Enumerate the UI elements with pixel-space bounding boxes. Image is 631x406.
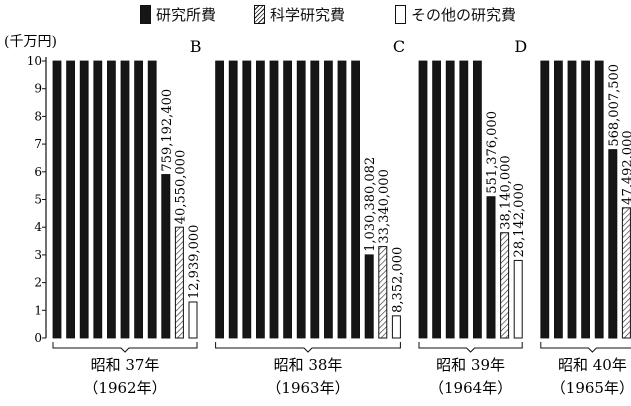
group-brace (52, 342, 198, 353)
legend-label-other: その他の研究費 (411, 6, 517, 24)
group-label-era: 昭和 38年 (274, 356, 343, 374)
data-label: 33,340,000 (377, 169, 392, 243)
bar-full (215, 60, 225, 339)
data-label: 12,939,000 (187, 225, 202, 299)
legend-label-institute: 研究所費 (156, 6, 217, 24)
y-tick-label: 1 (34, 303, 42, 317)
y-tick-label: 9 (34, 82, 42, 96)
legend-swatch-white (395, 5, 406, 24)
data-label: 38,140,000 (499, 155, 514, 229)
bar-full (472, 60, 482, 339)
bar-full (66, 60, 75, 339)
bar-full (269, 60, 279, 339)
bar-full (554, 60, 563, 339)
group-marker: D (514, 37, 527, 56)
bar-full (242, 60, 252, 339)
bar-full (283, 60, 293, 339)
bar-institute (161, 174, 171, 339)
bar-full (255, 60, 265, 339)
bar-full (79, 60, 89, 339)
bar-full (351, 60, 361, 339)
bar-full (107, 60, 116, 339)
bar-full (323, 60, 333, 339)
legend-item-science: 科学研究費 (254, 4, 345, 25)
y-tick-label: 10 (27, 54, 42, 68)
bar-other (513, 259, 523, 339)
data-label: 47,492,000 (620, 130, 631, 204)
bar-institute (486, 196, 496, 339)
y-tick-label: 3 (34, 248, 42, 262)
y-tick-label: 7 (34, 137, 42, 151)
data-label: 568,007,500 (607, 64, 622, 147)
y-axis: (千万円) 0 1 2 3 4 5 6 7 8 9 10 (4, 34, 57, 345)
group-label-era: 昭和 40年 (558, 356, 627, 374)
group-label-year: （1962年） (83, 379, 166, 397)
group-brace (540, 342, 631, 353)
legend-label-science: 科学研究費 (270, 6, 346, 24)
bar-other (188, 301, 198, 339)
bar-full (296, 60, 306, 339)
legend-swatch-hatched (254, 5, 265, 24)
bar-full (594, 60, 604, 339)
bar-science (621, 207, 631, 339)
data-label: 8,352,000 (390, 247, 405, 313)
data-label: 551,376,000 (485, 111, 500, 194)
bar-full (432, 60, 442, 339)
bar-full (120, 60, 130, 339)
bar-full (93, 60, 103, 339)
bar-full (581, 60, 590, 339)
y-tick-label: 2 (34, 276, 42, 290)
bar-full (52, 60, 62, 339)
group-label-year: （1964年） (429, 379, 512, 397)
bar-science (500, 232, 510, 339)
group-marker: B (190, 37, 202, 56)
group-label-year: （1963年） (266, 379, 349, 397)
y-tick-label: 0 (34, 331, 42, 345)
legend-item-institute: 研究所費 (140, 4, 216, 25)
bar-full (459, 60, 469, 339)
bar-science (174, 226, 184, 339)
legend-swatch-solid (140, 5, 151, 24)
bars (52, 60, 631, 339)
bar-full (228, 60, 238, 339)
y-tick-label: 6 (34, 165, 42, 179)
bar-full (310, 60, 320, 339)
bar-other (391, 315, 401, 339)
bar-institute (364, 254, 374, 339)
group-label-era: 昭和 37年 (91, 356, 160, 374)
y-tick-label: 8 (34, 109, 42, 123)
data-label: 40,550,000 (173, 150, 188, 224)
y-tick-label: 5 (34, 193, 42, 207)
bar-full (418, 60, 428, 339)
bar-full (540, 60, 550, 339)
group-brace (215, 342, 401, 353)
data-label: 1,030,380,082 (363, 157, 378, 252)
bar-science (378, 246, 388, 339)
group-marker: C (393, 37, 405, 56)
group-braces: 昭和 37年 （1962年） 昭和 38年 （1963年） 昭和 39年 （1964年） 昭… (52, 342, 631, 397)
group-brace (418, 342, 523, 353)
group-label-year: （1965年） (551, 379, 631, 397)
legend-item-other: その他の研究費 (395, 4, 516, 25)
bar-full (134, 60, 144, 339)
bar-institute (608, 149, 618, 339)
bar-full (445, 60, 455, 339)
bar-full (337, 60, 347, 339)
y-axis-label: (千万円) (4, 34, 57, 50)
bar-full (567, 60, 577, 339)
data-label: 28,142,000 (512, 183, 527, 257)
data-label: 759,192,400 (160, 89, 175, 172)
bar-full (147, 60, 157, 339)
y-tick-label: 4 (34, 220, 42, 234)
group-label-era: 昭和 39年 (436, 356, 505, 374)
